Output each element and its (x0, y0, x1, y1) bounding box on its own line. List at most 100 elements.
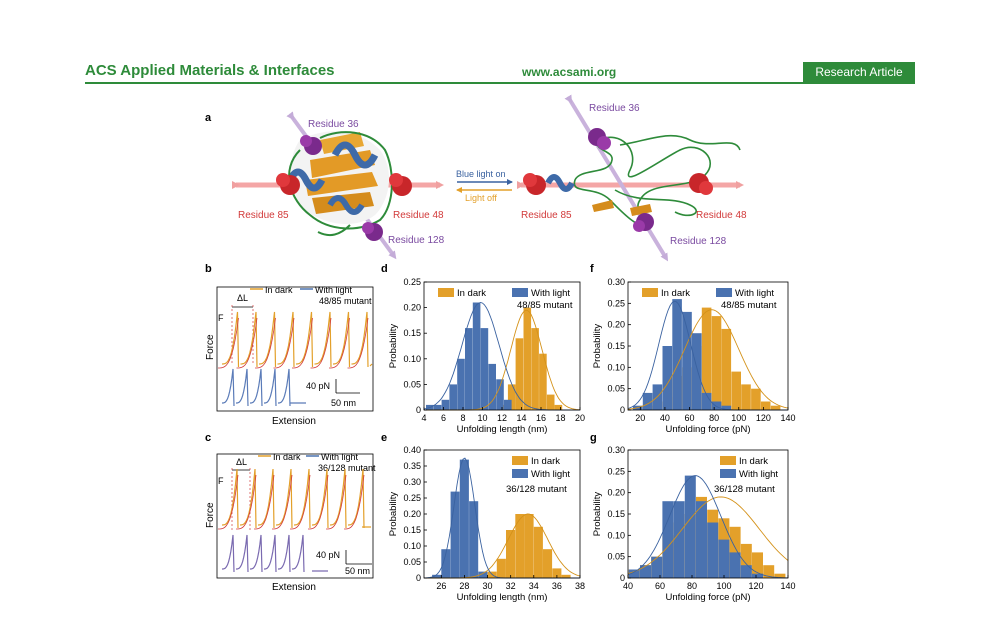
x-tick-label: 140 (780, 413, 795, 423)
mutant-annotation: 36/128 mutant (506, 484, 567, 495)
legend-swatch-light (512, 288, 528, 297)
bar (524, 514, 534, 578)
page-header: ACS Applied Materials & Interfaces www.a… (85, 62, 915, 84)
legend-label-dark: In dark (661, 288, 690, 299)
xlabel-extension-b: Extension (272, 416, 316, 427)
label-residue-85-right: Residue 85 (521, 210, 572, 221)
bar (673, 501, 685, 578)
legend-swatch-dark (720, 456, 736, 465)
bar (640, 565, 651, 578)
y-tick-label: 0.20 (607, 320, 625, 330)
y-tick-label: 0.10 (403, 354, 421, 364)
bar (628, 569, 640, 578)
y-tick-label: 0.25 (607, 466, 625, 476)
bar (515, 338, 524, 410)
journal-title: ACS Applied Materials & Interfaces (85, 62, 335, 79)
x-tick-label: 32 (506, 581, 516, 591)
bar (684, 475, 696, 578)
y-axis-label: Probability (388, 324, 399, 369)
panel-label: d (381, 263, 388, 275)
bar (554, 404, 563, 410)
y-tick-label: 0.25 (403, 493, 421, 503)
panel-label: f (590, 263, 594, 275)
legend-label-dark: In dark (457, 288, 486, 299)
bar (642, 392, 653, 410)
bar (450, 491, 460, 578)
x-axis-label: Unfolding force (pN) (665, 424, 750, 435)
x-tick-label: 38 (575, 581, 585, 591)
x-tick-label: 20 (635, 413, 645, 423)
y-tick-label: 0.15 (403, 328, 421, 338)
histogram-g: g 40 60 80 100 120 140 0 0.05 0.10 0.15 0.20 0.25 0.3… (590, 432, 796, 603)
y-tick-label: 0 (620, 405, 625, 415)
x-tick-label: 8 (460, 413, 465, 423)
x-tick-label: 80 (687, 581, 697, 591)
x-tick-label: 26 (436, 581, 446, 591)
article-type-badge: Research Article (803, 62, 915, 82)
gaussian-fit-line (627, 496, 789, 575)
bar (718, 539, 730, 578)
y-tick-label: 0.35 (403, 461, 421, 471)
y-tick-label: 0.05 (607, 552, 625, 562)
bar (662, 501, 674, 578)
bar (707, 522, 719, 578)
bar (539, 353, 547, 410)
scale-extension-c: 50 nm (345, 566, 370, 576)
x-tick-label: 140 (780, 581, 795, 591)
y-tick-label: 0.15 (607, 341, 625, 351)
bar (504, 399, 512, 410)
legend-swatch-light (512, 469, 528, 478)
y-tick-label: 0.20 (403, 303, 421, 313)
bar (469, 501, 479, 578)
bar (500, 404, 508, 410)
x-tick-label: 80 (709, 413, 719, 423)
bar (457, 358, 465, 410)
y-tick-label: 0.40 (403, 445, 421, 455)
panel-c: c In dark With light 36/128 mutant ΔL F … (205, 432, 376, 593)
bar (751, 388, 761, 410)
legend-label-light: With light (739, 469, 778, 480)
label-residue-36-left: Residue 36 (308, 119, 359, 130)
bar (496, 379, 504, 410)
bar (701, 392, 712, 410)
y-tick-label: 0.25 (607, 298, 625, 308)
delta-l-label-b: ΔL (237, 293, 248, 303)
y-tick-label: 0 (416, 573, 421, 583)
legend-swatch-dark (438, 288, 454, 297)
x-tick-label: 20 (575, 413, 585, 423)
y-tick-label: 0.30 (607, 445, 625, 455)
bar (546, 394, 555, 410)
mutant-annotation: 36/128 mutant (714, 484, 775, 495)
x-tick-label: 60 (685, 413, 695, 423)
legend-label-light: With light (531, 288, 570, 299)
bar (488, 363, 496, 410)
bar (729, 552, 741, 578)
legend-swatch-dark (512, 456, 528, 465)
legend-label-light: With light (735, 288, 774, 299)
legend-swatch-light (720, 469, 736, 478)
bar (523, 307, 532, 410)
x-tick-label: 100 (731, 413, 746, 423)
dark-force-traces-b (221, 311, 373, 368)
y-tick-label: 0.20 (607, 488, 625, 498)
scale-force-c: 40 pN (316, 550, 340, 560)
x-tick-label: 36 (552, 581, 562, 591)
y-tick-label: 0 (620, 573, 625, 583)
y-tick-label: 0.05 (403, 557, 421, 567)
x-tick-label: 40 (660, 413, 670, 423)
panel-label: g (590, 432, 597, 444)
header-rule (85, 82, 915, 84)
scale-force-b: 40 pN (306, 381, 330, 391)
bar (662, 346, 673, 410)
dark-wlc-fits-c (218, 474, 365, 530)
y-tick-label: 0.15 (403, 525, 421, 535)
bar (752, 573, 763, 578)
bar (478, 571, 488, 578)
x-axis-label: Unfolding length (nm) (457, 592, 548, 603)
bar (760, 401, 771, 410)
bar (721, 405, 732, 410)
journal-website: www.acsami.org (522, 65, 617, 79)
x-tick-label: 30 (483, 581, 493, 591)
label-residue-128-left: Residue 128 (388, 235, 445, 246)
bar (533, 526, 543, 578)
